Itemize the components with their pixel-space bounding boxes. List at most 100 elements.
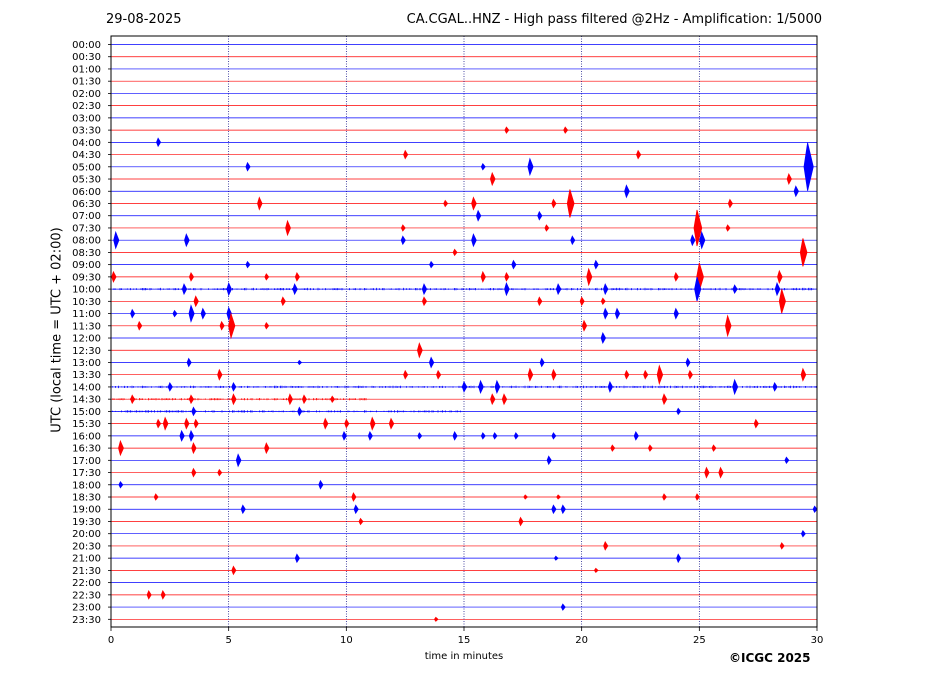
event-1130-min-5.1 <box>228 312 236 340</box>
event-1530-min-11.1 <box>369 416 376 431</box>
event-1030-min-18.2 <box>537 296 543 307</box>
event-0900-min-13.6 <box>429 260 435 269</box>
event-1100-min-24 <box>673 307 679 320</box>
event-0800-min-3.2 <box>184 233 190 248</box>
event-0530-min-28.8 <box>786 173 792 185</box>
y-tick-label: 10:00 <box>72 285 101 296</box>
y-tick-label: 09:30 <box>72 272 101 283</box>
y-tick-label: 00:30 <box>72 52 101 63</box>
event-0600-min-21.9 <box>624 184 630 199</box>
event-1600-min-9.9 <box>341 431 347 441</box>
event-0830-min-14.6 <box>452 248 458 257</box>
event-1300-min-24.5 <box>685 357 691 368</box>
event-1430-min-16.2 <box>490 393 496 406</box>
event-1630-min-6.6 <box>264 442 270 455</box>
event-1130-min-1.2 <box>137 320 143 331</box>
event-0800-min-25.1 <box>699 230 706 250</box>
event-0500-min-29.6 <box>803 142 814 191</box>
event-1730-min-25.9 <box>718 466 724 479</box>
y-tick-label: 03:00 <box>72 113 101 124</box>
event-1300-min-13.6 <box>428 356 435 369</box>
event-1600-min-15.8 <box>480 432 486 440</box>
event-2330-min-13.8 <box>433 616 439 622</box>
event-0500-min-15.8 <box>480 163 486 171</box>
event-1330-min-24.6 <box>687 369 693 380</box>
event-1500-min-24.1 <box>676 407 682 416</box>
event-1600-min-22.3 <box>633 431 639 441</box>
y-tick-label: 06:00 <box>72 187 101 198</box>
event-1030-min-28.5 <box>778 289 786 314</box>
event-1400-min-26.5 <box>732 378 739 396</box>
x-tick-label: 15 <box>458 635 471 646</box>
event-1600-min-13.1 <box>417 432 423 440</box>
x-tick-label: 10 <box>340 635 353 646</box>
event-1500-min-3.5 <box>191 406 197 417</box>
event-1630-min-25.6 <box>711 444 717 452</box>
event-1600-min-3 <box>179 429 185 442</box>
event-1300-min-3.3 <box>186 357 192 368</box>
event-0900-min-20.6 <box>593 259 599 270</box>
y-tick-label: 17:00 <box>72 456 101 467</box>
event-1030-min-20 <box>579 296 585 307</box>
event-0800-min-12.4 <box>400 235 406 246</box>
vertical-gridlines <box>228 36 700 627</box>
event-1000-min-21 <box>603 283 609 296</box>
event-1500-min-8 <box>297 406 303 417</box>
event-1400-min-2.5 <box>167 382 173 392</box>
y-tick-label: 21:30 <box>72 566 101 577</box>
event-0530-min-16.2 <box>489 171 496 187</box>
event-1100-min-3.9 <box>200 307 206 320</box>
y-tick-label: 05:00 <box>72 162 101 173</box>
y-tick-label: 18:30 <box>72 493 101 504</box>
event-1430-min-16.7 <box>501 393 508 406</box>
y-tick-label: 08:30 <box>72 248 101 259</box>
y-tick-label: 10:30 <box>72 297 101 308</box>
event-2100-min-18.9 <box>553 555 559 561</box>
y-tick-label: 12:00 <box>72 334 101 345</box>
event-1630-min-0.4 <box>118 439 124 457</box>
event-1600-min-16.3 <box>492 432 498 440</box>
event-0800-min-19.6 <box>570 235 576 246</box>
event-1630-min-22.9 <box>647 444 653 452</box>
event-0630-min-6.3 <box>257 196 263 211</box>
event-0330-min-19.3 <box>563 126 569 134</box>
y-tick-label: 22:30 <box>72 590 101 601</box>
y-tick-label: 04:00 <box>72 138 101 149</box>
event-0730-min-7.5 <box>285 219 291 237</box>
y-tick-label: 18:00 <box>72 480 101 491</box>
event-1930-min-10.6 <box>358 517 364 526</box>
event-2230-min-2.2 <box>160 590 166 600</box>
y-tick-label: 11:30 <box>72 321 101 332</box>
event-1600-min-17.2 <box>513 432 519 440</box>
event-0900-min-5.8 <box>245 260 251 269</box>
event-0930-min-20.3 <box>586 267 593 287</box>
event-0800-min-0.2 <box>113 230 120 250</box>
y-tick-label: 13:00 <box>72 358 101 369</box>
x-tick-label: 25 <box>693 635 706 646</box>
event-0630-min-19.5 <box>566 189 575 218</box>
event-0400-min-2 <box>156 137 162 148</box>
event-1830-min-19 <box>556 494 562 500</box>
event-1000-min-28.3 <box>774 281 781 297</box>
event-1130-min-6.6 <box>264 322 270 330</box>
event-1900-min-29.9 <box>812 505 818 513</box>
event-1730-min-3.5 <box>191 467 197 478</box>
event-1230-min-13.1 <box>416 342 423 359</box>
event-0800-min-15.4 <box>471 233 477 248</box>
event-0630-min-18.8 <box>551 198 557 209</box>
event-1200-min-20.9 <box>600 332 607 344</box>
event-1130-min-20.1 <box>581 319 588 332</box>
y-tick-label: 08:00 <box>72 236 101 247</box>
event-1530-min-3.6 <box>193 418 199 429</box>
seismic-events <box>111 126 818 622</box>
y-tick-label: 05:30 <box>72 175 101 186</box>
event-1530-min-3.2 <box>184 417 190 430</box>
event-1630-min-21.3 <box>610 444 616 452</box>
event-1100-min-3.4 <box>188 304 195 323</box>
y-tick-label: 07:30 <box>72 223 101 234</box>
event-2130-min-5.2 <box>231 565 237 576</box>
event-0930-min-28.4 <box>777 269 783 285</box>
event-1000-min-16.8 <box>504 281 510 297</box>
y-tick-label: 14:30 <box>72 395 101 406</box>
